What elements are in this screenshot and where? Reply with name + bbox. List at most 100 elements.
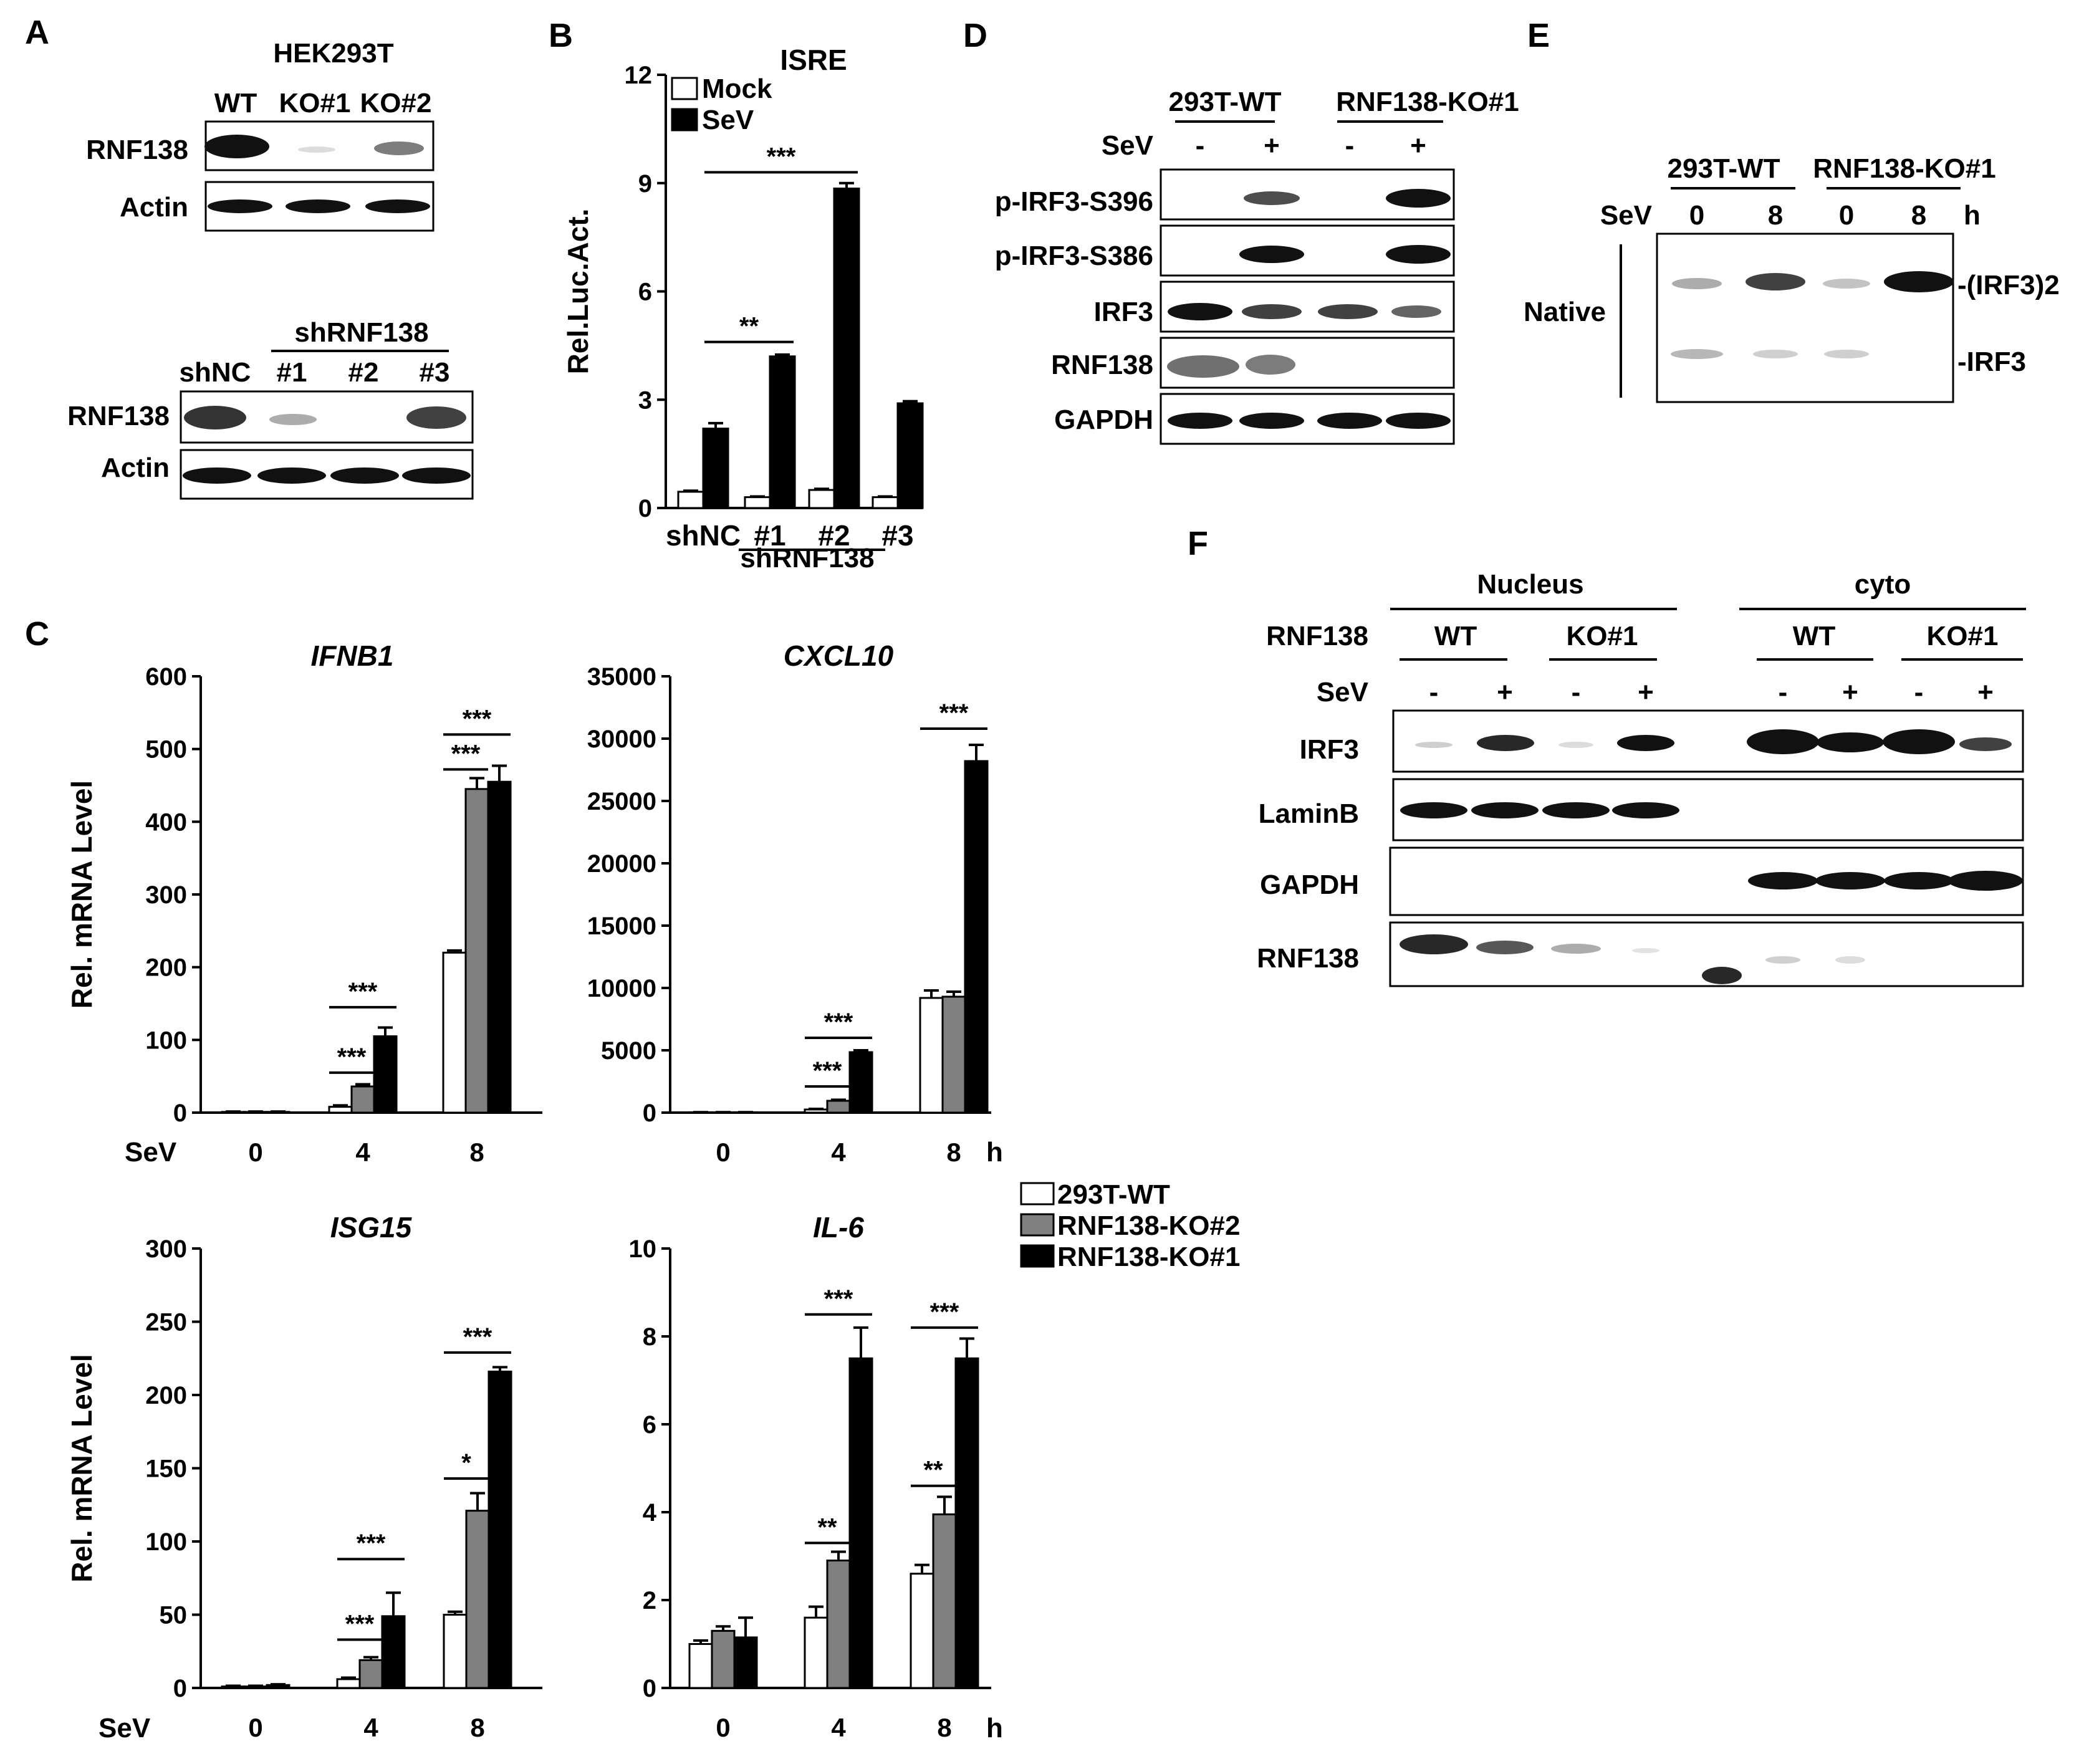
panel-a-lane-ko2: KO#2 — [360, 88, 432, 118]
bar — [336, 1678, 361, 1689]
blot-band — [365, 199, 430, 213]
bar — [804, 1616, 828, 1689]
c-sev-label-top: SeV — [125, 1137, 177, 1167]
x-tick-label: shNC — [666, 519, 741, 552]
panel-f-row-gapdh: GAPDH — [1260, 870, 1359, 900]
significance-label: *** — [767, 143, 796, 170]
legend-ko2: RNF138-KO#2 — [1057, 1210, 1240, 1241]
legend-swatch-wt — [1020, 1182, 1055, 1206]
chart-title: IFNB1 — [311, 640, 394, 672]
blot-band — [1823, 279, 1870, 289]
bar — [350, 1085, 375, 1114]
significance-label: * — [461, 1449, 471, 1477]
panel-f-letter: F — [1188, 525, 1208, 562]
panel-d-group-ko: RNF138-KO#1 — [1336, 87, 1519, 117]
bar — [848, 1357, 873, 1689]
blot-band — [1672, 278, 1722, 289]
blot-band — [1239, 246, 1304, 263]
blot-band — [1748, 872, 1818, 889]
bar — [744, 496, 771, 509]
y-tick-label: 0 — [643, 1675, 656, 1702]
panel-f-cyto: cyto — [1855, 569, 1911, 600]
bar — [769, 355, 796, 509]
blot-band — [1558, 742, 1593, 748]
blot-band — [1168, 303, 1232, 320]
c-legend: 293T-WT RNF138-KO#2 RNF138-KO#1 — [1020, 1179, 1240, 1272]
panel-e-h: h — [1964, 200, 1981, 231]
y-tick-label: 25000 — [587, 788, 656, 815]
blot-band — [1883, 729, 1955, 754]
blot-band — [1400, 802, 1467, 818]
blot-band — [257, 467, 326, 484]
y-tick-label: 8 — [643, 1323, 656, 1351]
bar — [487, 1370, 512, 1689]
panel-c-letter: C — [25, 615, 49, 653]
panel-b-sh-group: shRNF138 — [740, 543, 874, 573]
panel-a-lane-sh1: #1 — [277, 357, 307, 388]
blot-band — [402, 467, 471, 484]
panel-d-group-wt: 293T-WT — [1169, 87, 1282, 117]
panel-e-time-2: 8 — [1768, 200, 1783, 231]
panel-a-row-actin-sh: Actin — [101, 453, 170, 483]
c-h-label-top: h — [986, 1137, 1003, 1167]
significance-label: *** — [345, 1610, 375, 1637]
x-tick-label: 4 — [363, 1713, 378, 1742]
panel-d-treat-1: - — [1196, 130, 1205, 161]
blot-band — [1948, 871, 2023, 891]
blot-band — [406, 406, 466, 429]
y-tick-label: 100 — [145, 1528, 187, 1556]
panel-e-time-4: 8 — [1911, 200, 1926, 231]
blot-band — [374, 141, 424, 155]
y-tick-label: 200 — [145, 1382, 187, 1409]
significance-label: *** — [930, 1298, 959, 1326]
blot-band — [1824, 350, 1869, 358]
blot-band — [1476, 941, 1534, 954]
panel-e-time-3: 0 — [1839, 200, 1854, 231]
blot-band — [1551, 944, 1601, 954]
legend-swatch — [671, 108, 698, 132]
y-tick-label: 300 — [145, 881, 187, 909]
panel-d-treat-3: - — [1345, 130, 1355, 161]
chart-ifnb1: IFNB1 0 100 200 300 400 500 600 Rel. mRNA Level 0… — [65, 640, 542, 1167]
blot-band — [269, 414, 317, 425]
blot-band — [1835, 956, 1865, 964]
y-tick-label: 20000 — [587, 850, 656, 878]
panel-f-geno-2: KO#1 — [1567, 621, 1638, 651]
blot-band — [1477, 735, 1534, 751]
y-tick-label: 35000 — [587, 663, 656, 691]
y-tick-label: 30000 — [587, 726, 656, 753]
significance-label: *** — [451, 740, 481, 767]
blot-band — [1391, 305, 1441, 318]
panel-e-group-ko: RNF138-KO#1 — [1813, 153, 1995, 184]
blot-band — [1815, 872, 1885, 889]
x-tick-label: 8 — [470, 1713, 484, 1742]
significance-label: *** — [824, 1009, 853, 1036]
significance-label: ** — [923, 1457, 943, 1484]
chart-title: ISG15 — [330, 1211, 413, 1244]
chart-cxcl10: CXCL10 0 5000 10000 15000 20000 25000 30000 3500… — [587, 640, 991, 1167]
bar — [932, 1513, 957, 1689]
chart-title: IL-6 — [813, 1211, 864, 1244]
bar — [677, 491, 704, 509]
legend-swatch-ko1 — [1020, 1244, 1055, 1268]
panel-f-geno-3: WT — [1793, 621, 1836, 651]
panel-f-row-laminb: LaminB — [1259, 798, 1359, 829]
chart-isg15: ISG15 0 50 100 150 200 250 300 Rel. mRNA Level 0 4… — [65, 1211, 542, 1742]
y-tick-label: 9 — [638, 170, 652, 198]
panel-f-geno-4: KO#1 — [1927, 621, 1999, 651]
blot-band — [1239, 413, 1304, 429]
x-tick-label: 0 — [716, 1713, 730, 1742]
panel-f-treat-1: - — [1429, 677, 1439, 707]
blot-band — [1317, 413, 1382, 429]
significance-label: ** — [817, 1513, 837, 1541]
blot-band — [1746, 273, 1805, 290]
bar — [941, 995, 966, 1114]
y-tick-label: 12 — [625, 62, 653, 89]
panel-f-geno-1: WT — [1434, 621, 1477, 651]
bar — [896, 402, 924, 509]
y-tick-label: 500 — [145, 736, 187, 764]
x-tick-label: 4 — [831, 1138, 846, 1167]
blot-band — [1386, 189, 1451, 208]
y-tick-label: 250 — [145, 1309, 187, 1336]
